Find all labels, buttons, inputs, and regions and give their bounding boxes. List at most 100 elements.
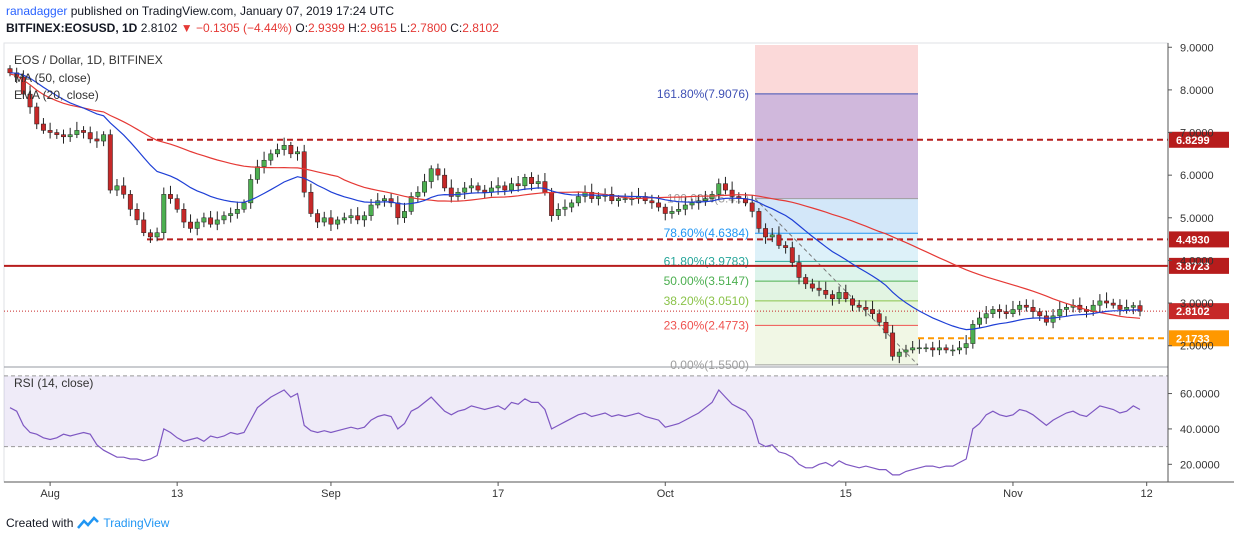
candle-body[interactable] [275,149,280,155]
candle-body[interactable] [957,347,962,351]
candle-body[interactable] [616,198,621,201]
candle-body[interactable] [943,347,949,351]
candle-body[interactable] [910,347,916,351]
candle-body[interactable] [448,187,454,197]
candle-body[interactable] [542,181,548,193]
candle-body[interactable] [649,200,655,204]
candle-body[interactable] [1003,311,1009,314]
candle-body[interactable] [388,198,394,204]
candle-body[interactable] [361,215,367,221]
candle-body[interactable] [1097,300,1103,306]
candle-body[interactable] [1023,304,1029,308]
rsi-line[interactable] [9,388,1141,476]
candle-body[interactable] [47,130,53,133]
candle-body[interactable] [168,194,173,199]
candle-body[interactable] [669,211,675,214]
candle-body[interactable] [529,177,534,184]
candle-body[interactable] [783,245,789,248]
candle-body[interactable] [622,198,628,200]
candle-body[interactable] [495,185,501,189]
candle-body[interactable] [147,232,153,238]
candle-body[interactable] [970,324,976,344]
candle-body[interactable] [990,309,996,314]
candle-body[interactable] [903,349,909,353]
candle-body[interactable] [194,221,200,229]
candle-body[interactable] [936,347,942,351]
candle-body[interactable] [381,198,387,201]
candle-body[interactable] [107,134,113,191]
candle-body[interactable] [214,219,220,225]
candle-body[interactable] [34,106,40,125]
candle-body[interactable] [315,213,321,223]
candle-body[interactable] [268,153,274,161]
candle-body[interactable] [261,159,267,167]
candle-body[interactable] [114,185,120,191]
candle-body[interactable] [1063,307,1069,310]
candle-body[interactable] [241,202,247,210]
candle-body[interactable] [870,309,875,314]
candle-body[interactable] [281,145,287,150]
candle-body[interactable] [1110,302,1116,306]
candle-body[interactable] [1057,309,1063,317]
candle-body[interactable] [890,332,896,357]
candle-body[interactable] [254,166,260,180]
candle-body[interactable] [40,123,46,131]
candle-body[interactable] [843,292,849,300]
candle-body[interactable] [535,181,541,184]
candle-body[interactable] [1030,307,1036,312]
candle-body[interactable] [442,174,448,189]
candle-body[interactable] [201,217,207,223]
candle-body[interactable] [248,179,254,204]
candle-body[interactable] [1137,305,1143,312]
candle-body[interactable] [776,234,782,246]
candle-body[interactable] [963,343,969,349]
candle-body[interactable] [7,68,13,74]
candle-body[interactable] [749,202,755,212]
candle-body[interactable] [722,183,728,191]
candle-body[interactable] [308,191,314,214]
candle-body[interactable] [950,349,956,352]
candle-body[interactable] [395,202,401,219]
candle-body[interactable] [368,204,374,216]
candle-body[interactable] [1010,309,1016,314]
candle-body[interactable] [1130,305,1136,308]
candle-body[interactable] [221,215,227,221]
candle-body[interactable] [763,228,769,238]
candle-body[interactable] [555,209,561,216]
candle-body[interactable] [468,185,474,189]
candle-body[interactable] [769,234,775,238]
ema-20-line[interactable] [9,72,1141,331]
candle-body[interactable] [515,183,521,187]
candle-body[interactable] [462,187,468,193]
candle-body[interactable] [829,294,835,300]
candle-body[interactable] [94,138,100,142]
candle-body[interactable] [662,206,668,214]
candle-body[interactable] [796,262,802,278]
candle-body[interactable] [188,221,193,229]
candle-body[interactable] [475,185,481,191]
candle-body[interactable] [850,298,855,306]
candle-body[interactable] [20,76,26,95]
candle-body[interactable] [1037,311,1043,317]
candle-body[interactable] [676,209,682,212]
candle-body[interactable] [575,196,581,204]
candle-body[interactable] [435,168,441,176]
candle-body[interactable] [87,132,93,140]
candle-body[interactable] [1124,307,1130,310]
candle-body[interactable] [228,213,234,216]
candle-body[interactable] [609,194,615,201]
candle-body[interactable] [355,215,361,221]
candle-body[interactable] [522,177,528,187]
candle-body[interactable] [234,209,240,214]
tradingview-brand[interactable]: TradingView [103,516,170,530]
candle-body[interactable] [595,196,601,199]
candle-body[interactable] [502,185,508,191]
candle-body[interactable] [1043,315,1049,323]
candle-body[interactable] [81,130,87,133]
candle-body[interactable] [375,200,381,206]
candle-body[interactable] [321,217,327,223]
candle-body[interactable] [402,211,407,219]
candle-body[interactable] [67,134,73,138]
ema-legend[interactable]: EMA (20, close) [14,88,99,102]
candle-body[interactable] [916,347,922,350]
